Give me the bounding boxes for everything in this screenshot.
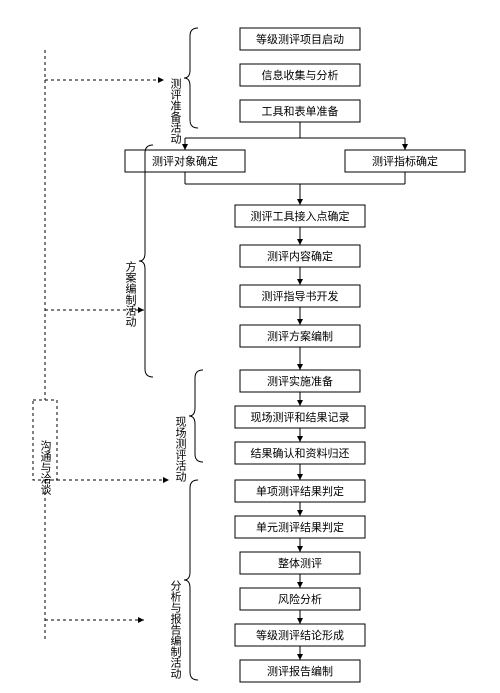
p1-node-0-label: 等级测评项目启动 [256, 32, 344, 46]
p4-node-5-label: 测评报告编制 [267, 664, 333, 678]
p1-node-1-label: 信息收集与分析 [262, 68, 339, 82]
p3-node-1-label: 现场测评和结果记录 [251, 410, 350, 424]
p4-node-3-label: 风险分析 [278, 592, 322, 606]
p2-node-2-label: 测评指导书开发 [262, 289, 339, 303]
p3-node-2-label: 结果确认和资料归还 [251, 446, 350, 460]
phase-bracket [184, 28, 198, 128]
split-left-label: 测评对象确定 [152, 154, 218, 168]
phase-label-2: 现场测评活动 [174, 416, 187, 482]
p2-node-3-label: 测评方案编制 [267, 329, 333, 343]
phase-bracket [189, 370, 203, 462]
phase-bracket [139, 145, 153, 377]
phase-label-0: 测评准备活动 [169, 78, 182, 144]
phase-label-1: 方案编制活动 [124, 260, 137, 327]
phase-label-3: 分析与报告编制活动 [169, 580, 182, 679]
split-right-label: 测评指标确定 [372, 154, 438, 168]
p3-node-0-label: 测评实施准备 [267, 374, 333, 388]
p4-node-0-label: 单项测评结果判定 [256, 484, 344, 498]
phase-bracket [184, 480, 198, 680]
p1-node-2-label: 工具和表单准备 [262, 104, 339, 118]
p2-node-1-label: 测评内容确定 [267, 249, 333, 263]
flowchart-svg: 等级测评项目启动信息收集与分析工具和表单准备测评对象确定 测评指标确定测评工具接入… [10, 10, 490, 683]
p4-node-1-label: 单元测评结果判定 [256, 520, 344, 534]
p2-node-0-label: 测评工具接入点确定 [251, 209, 350, 223]
p4-node-2-label: 整体测评 [278, 556, 322, 570]
p4-node-4-label: 等级测评结论形成 [256, 628, 344, 642]
